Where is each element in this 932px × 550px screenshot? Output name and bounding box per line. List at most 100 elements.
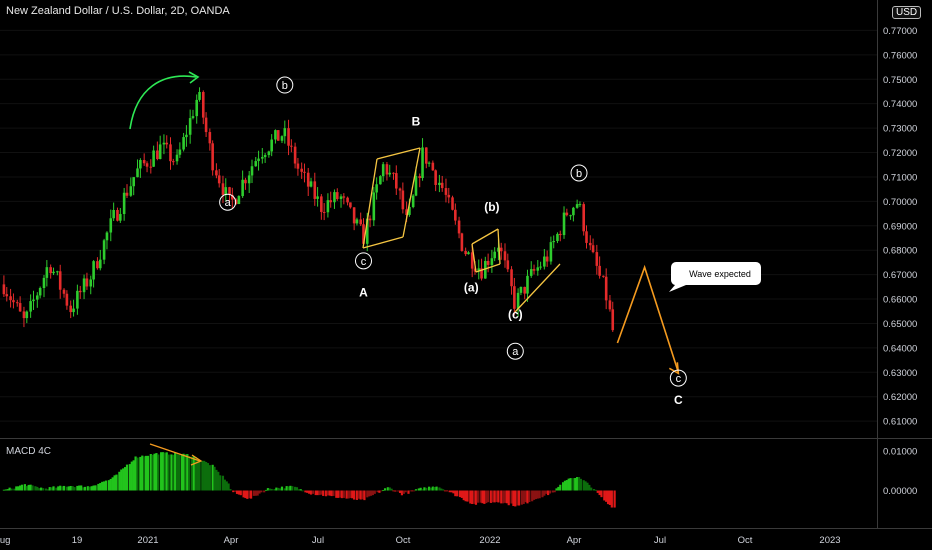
time-tick-label: Oct [738, 535, 753, 546]
candle-body [379, 176, 382, 185]
macd-bar [295, 487, 299, 491]
macd-bar [104, 480, 108, 491]
macd-bar [576, 477, 579, 491]
macd-tick-label: 0.01000 [883, 447, 917, 458]
macd-bar [167, 454, 170, 491]
candle-body [457, 220, 461, 234]
macd-bar [184, 454, 187, 491]
macd-bar [402, 490, 405, 494]
macd-bar [466, 490, 469, 502]
price-tick-label: 0.67000 [883, 270, 917, 281]
macd-bar [427, 486, 431, 491]
macd-bar [143, 456, 146, 491]
candle-body [411, 195, 415, 208]
macd-bar [297, 489, 300, 491]
price-tick-label: 0.76000 [883, 50, 917, 61]
macd-bar [237, 490, 240, 495]
macd-bar [256, 490, 259, 496]
macd-bar [204, 462, 208, 491]
macd-bar [175, 454, 179, 491]
macd-bar [248, 490, 251, 499]
candle-body [506, 260, 510, 270]
macd-bar [232, 490, 235, 493]
candle-body [257, 158, 260, 162]
channel-line [402, 147, 421, 238]
candle-body [375, 184, 378, 193]
macd-bar [526, 490, 529, 504]
candle-body [175, 154, 179, 162]
candle-body [62, 289, 66, 294]
candle-body [477, 268, 481, 272]
macd-bar [546, 490, 550, 496]
candle-body [444, 188, 448, 195]
macd-bar [44, 488, 47, 491]
candle-body [556, 233, 559, 242]
macd-bar [588, 484, 591, 491]
macd-bar [328, 490, 331, 496]
price-tick-label: 0.75000 [883, 75, 917, 86]
macd-bar [260, 490, 263, 493]
candle-body [362, 224, 365, 244]
candle-body [116, 209, 119, 221]
macd-bar [565, 480, 568, 491]
candle-body [72, 308, 75, 313]
macd-bar [471, 490, 474, 505]
macd-divergence-line [149, 443, 201, 462]
macd-bar [474, 490, 478, 505]
macd-bar [368, 490, 371, 497]
macd-bar [15, 486, 18, 491]
price-tick-label: 0.72000 [883, 148, 917, 159]
macd-bar [174, 452, 177, 491]
macd-bar [213, 466, 216, 491]
macd-bar [82, 487, 85, 491]
candle-body [608, 300, 612, 310]
channel-line [475, 263, 501, 273]
macd-bar [454, 490, 457, 497]
macd-bar [590, 487, 593, 491]
candle-body [228, 187, 231, 195]
macd-bar [88, 486, 91, 491]
candle-body [395, 173, 398, 189]
macd-bar [223, 479, 226, 491]
candle-body [247, 175, 251, 184]
macd-bar [363, 490, 366, 501]
candle-body [414, 176, 418, 196]
macd-bar [23, 484, 27, 491]
candle-body [270, 139, 273, 152]
time-tick-label: 19 [72, 535, 83, 546]
macd-bar [485, 490, 488, 504]
wave-label-circle [355, 252, 373, 270]
macd-bar [118, 471, 121, 491]
macd-bar [146, 455, 150, 491]
macd-bar [579, 478, 582, 491]
candle-body [611, 309, 615, 331]
macd-bar [101, 481, 104, 491]
macd-bar [503, 490, 507, 503]
currency-badge[interactable]: USD [892, 6, 922, 19]
macd-bar [373, 490, 376, 494]
macd-bar [606, 490, 610, 505]
macd-bar [192, 456, 196, 491]
macd-bar [8, 487, 11, 491]
macd-bar [411, 490, 414, 492]
macd-bar [57, 486, 60, 491]
candle-body [591, 245, 595, 253]
candle-body [274, 130, 277, 140]
macd-bar [234, 490, 237, 492]
candle-body [582, 204, 585, 232]
candle-body [122, 192, 126, 215]
macd-bar [132, 460, 135, 491]
callout-bubble [669, 262, 761, 292]
candle-body [204, 117, 208, 133]
macd-bar [359, 490, 362, 500]
macd-bar [308, 490, 311, 494]
candle-body [237, 196, 241, 205]
macd-bar [429, 487, 433, 491]
macd-bar [242, 490, 245, 498]
macd-bar [553, 490, 556, 493]
macd-bar [90, 486, 93, 491]
macd-bar [318, 490, 321, 496]
candle-body [604, 276, 608, 301]
candle-body [22, 311, 26, 319]
